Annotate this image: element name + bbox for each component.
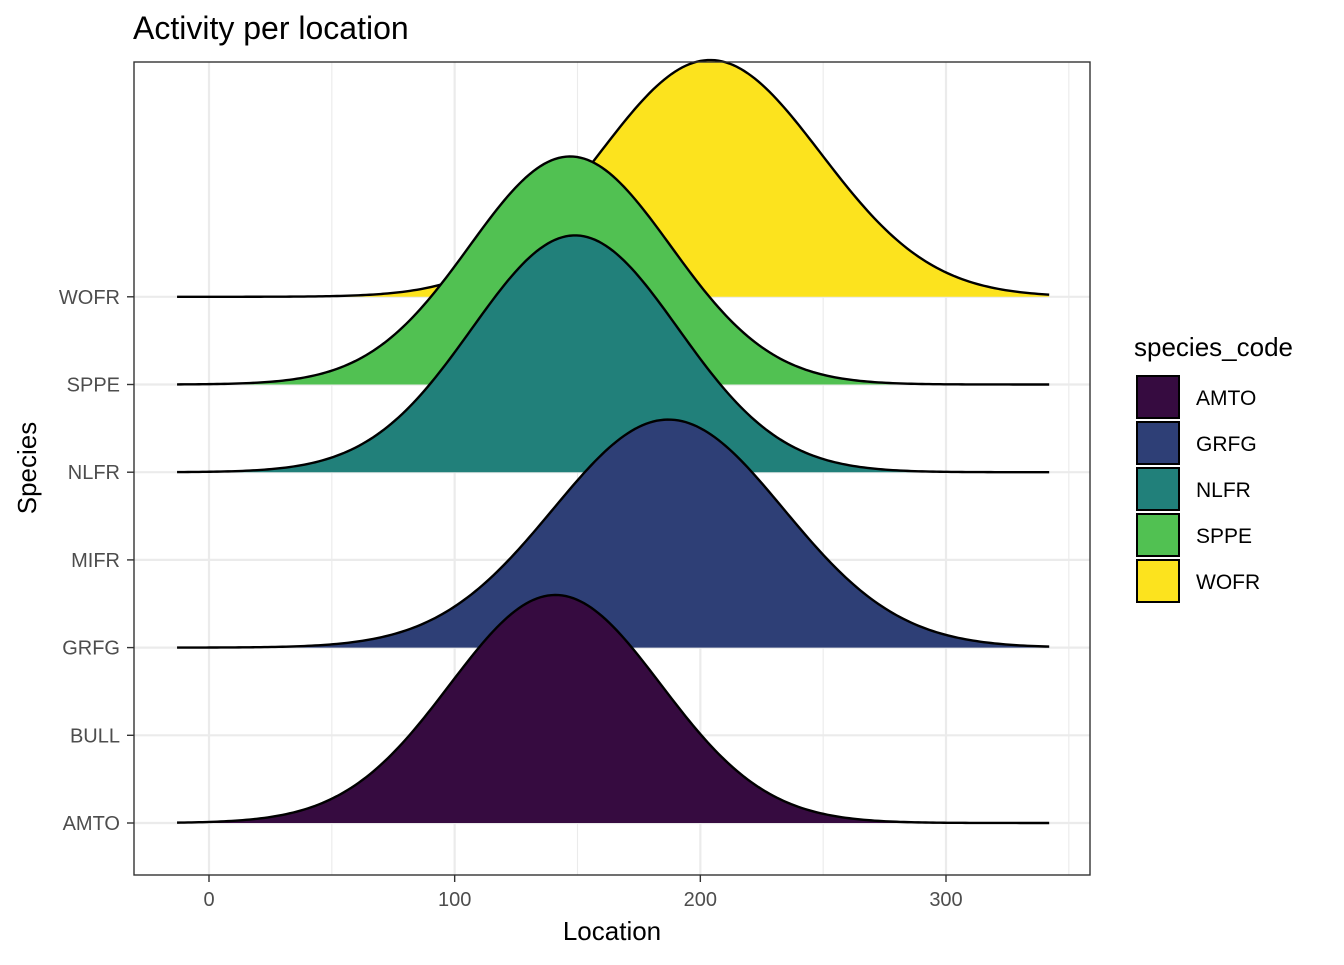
ridge-line-amto <box>177 593 1050 825</box>
y-tick-label: MIFR <box>71 550 120 572</box>
x-tick-label: 200 <box>684 889 717 911</box>
ridge-fill-nlfr <box>177 235 1050 473</box>
y-tick-label: WOFR <box>59 287 120 309</box>
ridge-line-wofr <box>177 58 1050 298</box>
y-tick-label: SPPE <box>67 375 120 397</box>
legend-label-sppe: SPPE <box>1196 525 1252 548</box>
axes: 0 100 200 300 AMTO BULL GRFG MIFR NLFR SPPE WOFR <box>59 287 963 911</box>
y-tick-label: AMTO <box>63 813 120 835</box>
legend-label-grfg: GRFG <box>1196 433 1257 456</box>
legend-key-nlfr <box>1136 467 1180 511</box>
x-tick-label: 100 <box>438 889 471 911</box>
legend-title: species_code <box>1134 332 1293 362</box>
x-tick-label: 0 <box>203 889 214 911</box>
ridge-fill-amto <box>177 594 1050 823</box>
legend-label-amto: AMTO <box>1196 387 1256 410</box>
legend-key-sppe <box>1136 513 1180 557</box>
legend-label-nlfr: NLFR <box>1196 479 1251 502</box>
x-tick-label: 300 <box>929 889 962 911</box>
ridge-line-sppe <box>177 155 1050 386</box>
y-tick-label: GRFG <box>62 638 120 660</box>
y-tick-label: BULL <box>70 725 120 747</box>
legend-key-wofr <box>1136 559 1180 603</box>
ridge-line-nlfr <box>177 234 1050 474</box>
legend: AMTO GRFG NLFR SPPE WOFR <box>1136 375 1260 603</box>
ridge-line-grfg <box>177 418 1050 649</box>
y-tick-label: NLFR <box>68 462 120 484</box>
legend-label-wofr: WOFR <box>1196 571 1260 594</box>
chart-title: Activity per location <box>133 10 409 46</box>
ridge-fill-grfg <box>177 419 1050 648</box>
legend-key-amto <box>1136 375 1180 419</box>
y-axis-label: Species <box>12 422 42 515</box>
panel-border <box>133 61 1091 876</box>
x-axis-label: Location <box>563 916 661 946</box>
legend-key-grfg <box>1136 421 1180 465</box>
panel-border-rect <box>133 61 1091 876</box>
ridges <box>177 58 1050 825</box>
